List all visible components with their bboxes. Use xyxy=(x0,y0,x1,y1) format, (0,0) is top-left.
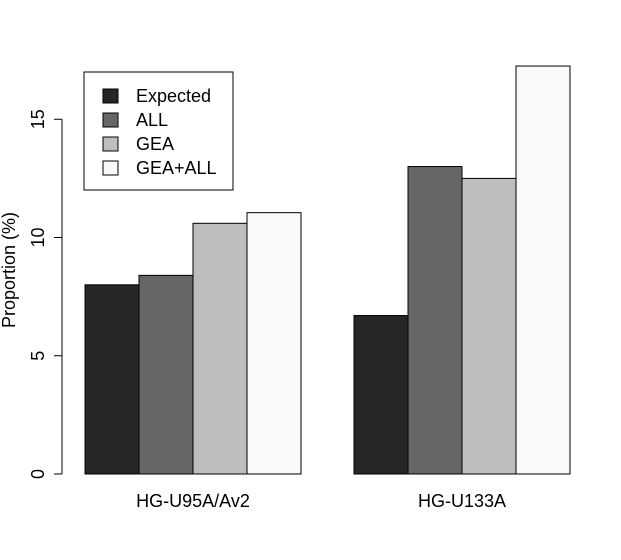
legend-label: GEA+ALL xyxy=(136,158,217,178)
bar-gea-all-1 xyxy=(515,65,571,475)
y-axis: 0 5 10 15 xyxy=(28,109,63,479)
bar-gea-0 xyxy=(192,222,248,475)
legend: Expected ALL GEA GEA+ALL xyxy=(83,71,234,191)
legend-swatch xyxy=(102,88,119,104)
bar-expected-0 xyxy=(84,284,140,475)
legend-swatch xyxy=(102,136,119,152)
category-label: HG-U95A/Av2 xyxy=(136,491,250,511)
legend-label: GEA xyxy=(136,134,174,154)
bar-gea-1 xyxy=(461,177,517,475)
legend-label: ALL xyxy=(136,110,168,130)
bar-expected-1 xyxy=(353,315,409,475)
y-tick-label: 10 xyxy=(28,227,48,247)
bars-layer xyxy=(84,65,571,475)
category-labels: HG-U95A/Av2 HG-U133A xyxy=(136,491,506,511)
y-tick-label: 15 xyxy=(28,109,48,129)
bar-all-1 xyxy=(407,166,463,475)
y-tick-label: 5 xyxy=(28,351,48,361)
legend-swatch xyxy=(102,160,119,176)
bar-gea-all-0 xyxy=(246,212,302,475)
y-axis-label: Proportion (%) xyxy=(0,212,19,328)
legend-label: Expected xyxy=(136,86,211,106)
legend-swatch xyxy=(102,112,119,128)
y-tick-label: 0 xyxy=(28,469,48,479)
bar-all-0 xyxy=(138,274,194,475)
category-label: HG-U133A xyxy=(418,491,506,511)
